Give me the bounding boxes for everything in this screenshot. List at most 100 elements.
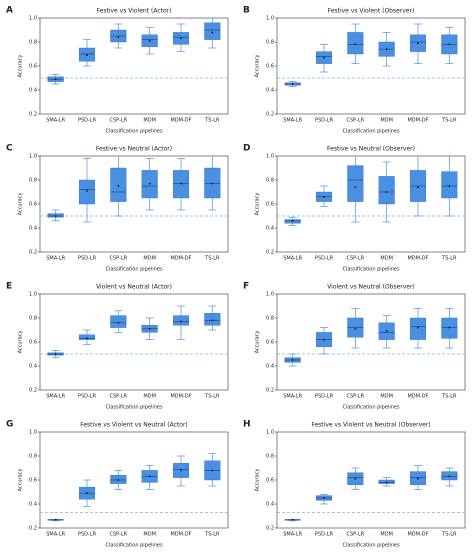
box — [347, 32, 364, 55]
box — [347, 165, 364, 202]
box — [110, 315, 127, 328]
x-tick-label: TS-LR — [204, 532, 220, 538]
y-tick-label: 0.8 — [266, 454, 274, 460]
mean-marker — [180, 320, 182, 323]
mean-marker — [54, 215, 57, 217]
panel-title: Festive vs Violent vs Neutral (Observer) — [311, 422, 430, 429]
panel-letter: D — [243, 144, 250, 154]
mean-marker — [354, 477, 357, 480]
panel-letter: H — [243, 420, 251, 430]
y-tick-label: 0.4 — [29, 226, 37, 232]
mean-marker — [291, 518, 294, 521]
mean-marker — [54, 78, 57, 81]
y-tick-label: 1.0 — [266, 16, 274, 22]
panel-title: Festive vs Violent (Observer) — [328, 8, 415, 15]
y-tick-label: 0.6 — [266, 202, 274, 208]
x-tick-label: TS-LR — [441, 394, 457, 400]
y-axis-label: Accuracy — [255, 193, 261, 216]
x-tick-label: MDM — [380, 532, 392, 538]
y-tick-label: 1.0 — [266, 430, 274, 436]
x-tick-label: MDM-DF — [407, 532, 428, 538]
box — [78, 179, 96, 205]
x-tick-label: SMA-LR — [283, 532, 302, 538]
x-axis-label: Classification pipelines — [105, 405, 163, 411]
y-tick-label: 0.8 — [266, 178, 274, 184]
x-tick-label: TS-LR — [204, 118, 220, 124]
x-axis-label: Classification pipelines — [342, 405, 400, 411]
mean-marker — [385, 191, 388, 193]
y-tick-label: 0.4 — [29, 502, 37, 508]
y-axis-label: Accuracy — [255, 331, 261, 354]
mean-marker — [323, 56, 325, 59]
y-tick-label: 0.8 — [29, 316, 37, 322]
y-tick-label: 1.0 — [29, 154, 37, 160]
y-tick-label: 0.4 — [266, 88, 274, 94]
y-tick-label: 1.0 — [29, 430, 37, 436]
mean-marker — [448, 185, 451, 187]
mean-marker — [86, 492, 88, 495]
mean-marker — [180, 469, 182, 472]
x-tick-label: PSD-LR — [315, 532, 334, 538]
mean-marker — [417, 42, 419, 45]
plot-frame — [276, 431, 466, 529]
y-tick-label: 1.0 — [266, 292, 274, 298]
x-tick-label: SMA-LR — [283, 118, 302, 124]
y-tick-label: 0.6 — [29, 202, 37, 208]
x-tick-label: SMA-LR — [283, 256, 302, 262]
y-tick-label: 0.8 — [266, 316, 274, 322]
panel-title: Violent vs Neutral (Actor) — [96, 284, 172, 291]
y-axis-label: Accuracy — [18, 55, 24, 78]
mean-marker — [180, 182, 182, 185]
mean-marker — [323, 195, 325, 198]
mean-marker — [180, 37, 182, 40]
panel-letter: F — [243, 282, 249, 292]
y-tick-label: 0.4 — [266, 502, 274, 508]
box — [78, 334, 96, 340]
y-tick-label: 0.2 — [266, 250, 274, 256]
x-tick-label: PSD-LR — [315, 394, 334, 400]
x-tick-label: MDM — [143, 118, 155, 124]
x-axis-label: Classification pipelines — [105, 543, 163, 549]
box — [204, 22, 221, 40]
mean-marker — [117, 321, 120, 324]
y-axis-label: Accuracy — [255, 469, 261, 492]
y-axis-label: Accuracy — [255, 55, 261, 78]
x-tick-label: MDM — [380, 118, 392, 124]
y-tick-label: 0.2 — [29, 112, 37, 118]
x-tick-label: MDM-DF — [170, 118, 191, 124]
x-tick-label: MDM — [143, 256, 155, 262]
y-tick-label: 0.8 — [266, 40, 274, 46]
y-axis-label: Accuracy — [18, 469, 24, 492]
mean-marker — [448, 475, 451, 478]
y-tick-label: 0.4 — [266, 364, 274, 370]
mean-marker — [448, 326, 451, 329]
y-tick-label: 0.4 — [29, 88, 37, 94]
x-tick-label: SMA-LR — [46, 532, 65, 538]
x-tick-label: MDM-DF — [170, 394, 191, 400]
x-tick-label: TS-LR — [204, 256, 220, 262]
x-tick-label: PSD-LR — [78, 256, 97, 262]
mean-marker — [54, 353, 57, 355]
mean-marker — [54, 518, 57, 521]
panel-title: Festive vs Violent vs Neutral (Actor) — [80, 422, 188, 429]
x-tick-label: SMA-LR — [46, 118, 65, 124]
mean-marker — [148, 327, 151, 330]
x-tick-label: TS-LR — [441, 532, 457, 538]
mean-marker — [211, 469, 214, 472]
x-tick-label: MDM — [143, 394, 155, 400]
x-tick-label: PSD-LR — [78, 394, 97, 400]
y-tick-label: 0.6 — [266, 64, 274, 70]
mean-marker — [354, 43, 357, 46]
x-tick-label: CSP-LR — [110, 118, 128, 124]
mean-marker — [148, 475, 151, 478]
x-tick-label: CSP-LR — [110, 256, 128, 262]
mean-marker — [211, 31, 214, 34]
mean-marker — [354, 327, 357, 330]
x-tick-label: TS-LR — [441, 256, 457, 262]
panel-letter: A — [6, 6, 13, 16]
x-tick-label: MDM — [380, 394, 392, 400]
y-tick-label: 1.0 — [29, 292, 37, 298]
mean-marker — [385, 330, 388, 333]
panel-letter: C — [6, 144, 13, 154]
